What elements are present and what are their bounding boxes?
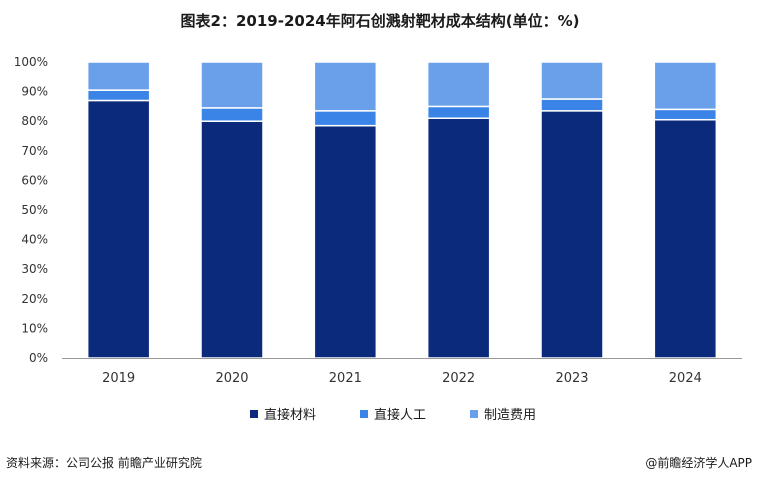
bar-segment	[653, 61, 718, 111]
y-tick-label: 20%	[21, 292, 48, 306]
bar-segment	[313, 61, 378, 112]
x-axis: 2019 2020 2021 2022 2023 2024	[62, 358, 742, 386]
y-tick-label: 40%	[21, 233, 48, 247]
legend-swatch	[250, 410, 258, 418]
chart-title: 图表2：2019-2024年阿石创溅射靶材成本结构(单位：%)	[180, 12, 580, 30]
y-tick-label: 0%	[29, 351, 48, 365]
x-tick-label: 2024	[669, 371, 702, 386]
brand-label: @前瞻经济学人APP	[645, 456, 752, 470]
bar-segment	[426, 105, 491, 119]
y-tick-label: 50%	[21, 203, 48, 217]
legend-label: 直接材料	[264, 407, 316, 423]
legend-swatch	[470, 410, 478, 418]
bar-segment	[653, 108, 718, 121]
bar-segment	[200, 61, 264, 109]
bar-segment	[200, 120, 264, 359]
legend-label: 制造费用	[484, 408, 536, 423]
bar-segment	[426, 61, 491, 108]
y-axis: 0% 10% 20% 30% 40% 50% 60% 70% 80% 90% 100%	[14, 55, 48, 365]
bar-segment	[653, 118, 718, 359]
legend-label: 直接人工	[374, 407, 426, 423]
stacked-bar-chart: 0%10%20%30%40%50%60%70%80%90%100% 2019 20…	[14, 55, 742, 423]
bar-segment	[200, 107, 264, 122]
x-tick-label: 2020	[215, 371, 248, 386]
y-tick-label: 90%	[21, 85, 48, 99]
x-tick-label: 2019	[102, 371, 135, 386]
bar-segment	[86, 99, 151, 359]
bar-segment	[86, 61, 151, 91]
y-tick-label: 60%	[21, 173, 48, 187]
y-tick-label: 70%	[21, 144, 48, 158]
source-note: 资料来源：公司公报 前瞻产业研究院	[6, 456, 202, 470]
bar-segment	[86, 89, 151, 102]
y-tick-label: 80%	[21, 114, 48, 128]
bar-segment	[540, 110, 604, 359]
y-tick-label: 30%	[21, 262, 48, 276]
legend: 直接材料 直接人工 制造费用	[250, 407, 536, 423]
x-tick-label: 2022	[442, 371, 475, 386]
bar-segment	[540, 98, 604, 112]
bar-segment	[313, 124, 378, 359]
bar-segment	[426, 117, 491, 359]
x-tick-label: 2021	[329, 371, 362, 386]
y-tick-label: 10%	[21, 321, 48, 335]
x-tick-label: 2023	[555, 371, 588, 386]
bars	[86, 61, 718, 359]
y-tick-label: 100%	[14, 55, 48, 69]
bar-segment	[313, 110, 378, 127]
bar-segment	[540, 61, 604, 100]
legend-swatch	[360, 410, 368, 418]
